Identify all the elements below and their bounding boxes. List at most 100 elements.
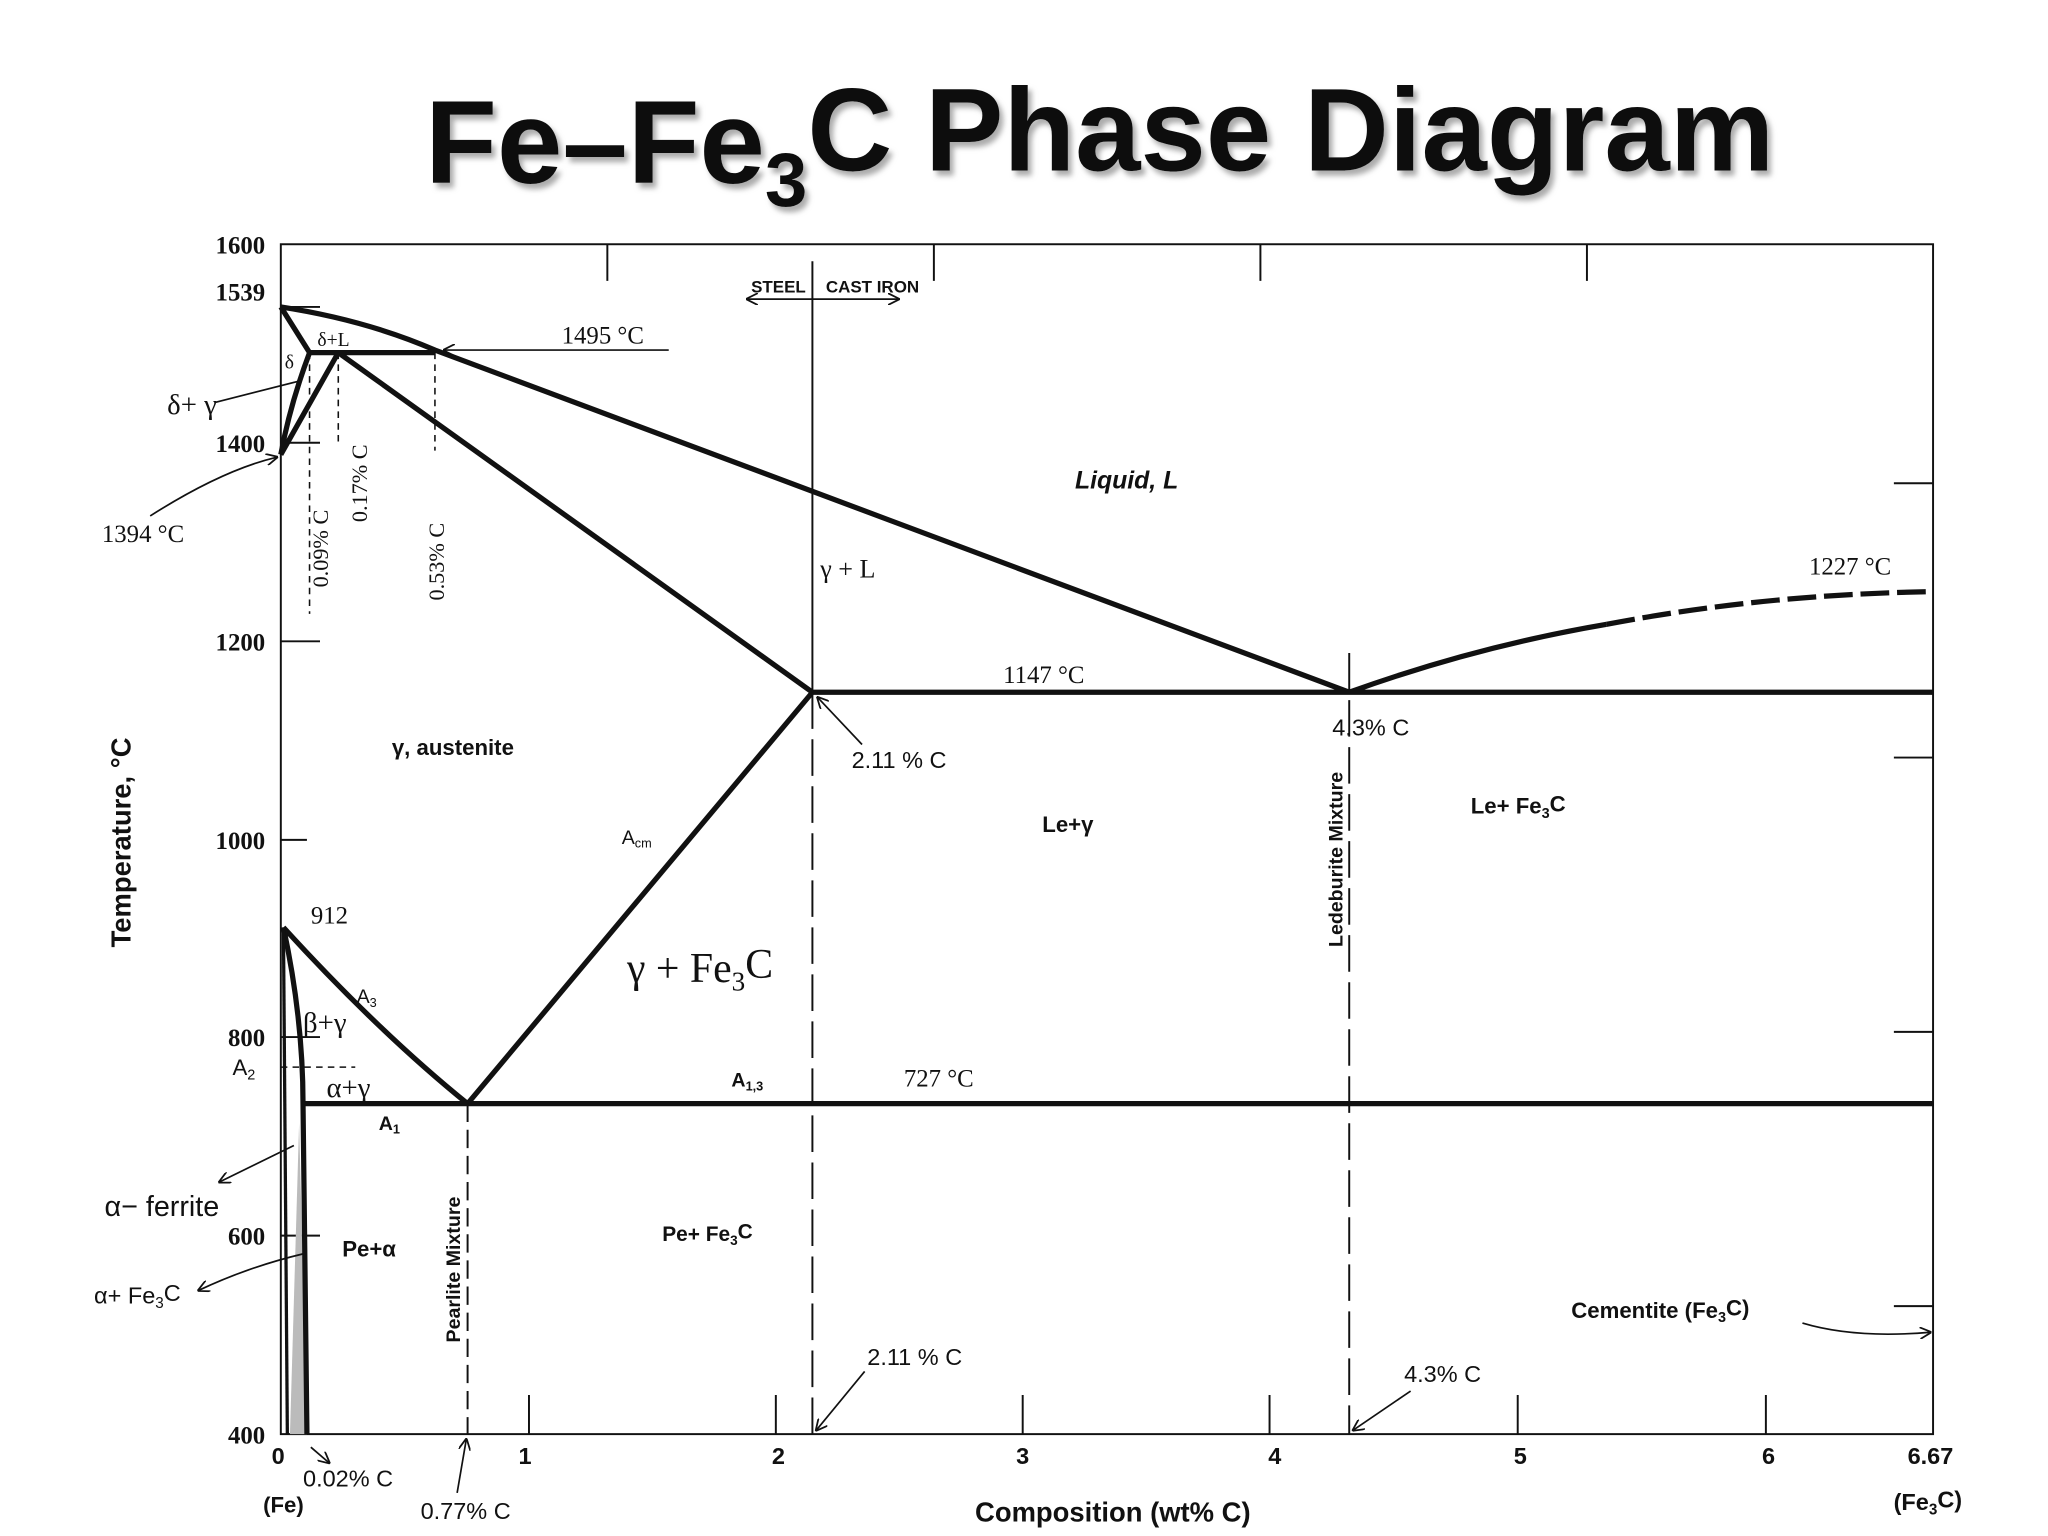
text-part: α+ Fe <box>94 1283 155 1309</box>
diagram-label: 1394 °C <box>102 521 184 548</box>
text-part: (Fe <box>1894 1489 1929 1515</box>
diagram-label: A2 <box>232 1055 255 1083</box>
diagram-label: Cementite (Fe3C) <box>1571 1296 1749 1327</box>
text-part: Ledeburite Mixture <box>1326 772 1348 947</box>
diagram-label: 2.11 % C <box>867 1344 962 1370</box>
text-part: A <box>731 1070 745 1092</box>
text-part: 1147 °C <box>1003 662 1084 689</box>
y-axis-label: Temperature, °C <box>106 737 137 947</box>
text-part: 0.02% C <box>303 1465 393 1491</box>
text-part: 1394 °C <box>102 521 184 548</box>
text-part: γ, austenite <box>392 735 514 760</box>
text-part: 2.11 % C <box>852 747 947 773</box>
diagram-label: A3 <box>357 986 377 1010</box>
text-part: 4.3% C <box>1332 714 1409 740</box>
text-part: (Fe) <box>263 1492 304 1517</box>
header-label: STEEL <box>751 278 806 297</box>
diagram-label: δ <box>285 352 294 373</box>
y-tick-label: 1000 <box>216 828 266 855</box>
x-end-label: (Fe) <box>263 1492 304 1517</box>
text-part: C) <box>1726 1296 1749 1321</box>
text-part: 727 °C <box>904 1066 974 1093</box>
text-part: 1227 °C <box>1809 554 1891 581</box>
x-tick-label: 1 <box>519 1443 532 1469</box>
diagram-label: Acm <box>622 827 652 851</box>
subscript: cm <box>635 836 652 851</box>
x-axis-label: Composition (wt% C) <box>975 1497 1251 1528</box>
text-part: δ+ γ <box>167 389 217 421</box>
subscript: 3 <box>1718 1310 1726 1326</box>
diagram-label: Pe+α <box>342 1236 396 1261</box>
text-part: A <box>357 986 371 1008</box>
diagram-label: γ + Fe3C <box>626 942 773 997</box>
x-tick-label: 6.67 <box>1908 1443 1954 1469</box>
header-label: CAST IRON <box>826 278 919 297</box>
diagram-label: A1 <box>379 1113 400 1137</box>
subscript: 1,3 <box>746 1079 764 1094</box>
subscript: 1 <box>393 1122 400 1137</box>
diagram-label: 1227 °C <box>1809 554 1891 581</box>
diagram-label: γ + L <box>819 554 875 583</box>
diagram-label: Le+γ <box>1042 812 1094 837</box>
text-part: C) <box>1937 1486 1962 1512</box>
diagram-label: α− ferrite <box>104 1191 219 1223</box>
text-part: Liquid, L <box>1075 467 1178 494</box>
subscript: 3 <box>732 966 746 996</box>
subscript: 2 <box>247 1067 255 1083</box>
text-part: A <box>622 827 636 849</box>
text-part: 2.11 % C <box>867 1344 962 1370</box>
diagram-label: 0.17% C <box>347 444 372 522</box>
text-part: A <box>232 1055 247 1080</box>
diagram-label: A1,3 <box>731 1070 763 1094</box>
diagram-label: 0.77% C <box>421 1498 511 1524</box>
text-part: δ <box>285 352 294 373</box>
x-tick-label: 4 <box>1268 1443 1281 1469</box>
text-part: 1495 °C <box>562 323 644 350</box>
x-tick-label: 6 <box>1762 1443 1775 1469</box>
y-tick-label: 800 <box>228 1025 265 1052</box>
text-part: Le+ Fe <box>1471 794 1542 819</box>
text-part: A <box>379 1113 393 1135</box>
y-tick-label: 1600 <box>216 232 266 259</box>
diagram-label: 727 °C <box>904 1066 974 1093</box>
subscript: 3 <box>1542 806 1550 822</box>
text-part: 4.3% C <box>1404 1361 1481 1387</box>
text-part: β+γ <box>303 1007 347 1039</box>
axes <box>279 243 1935 1436</box>
diagram-label: 0.53% C <box>424 523 449 601</box>
text-part: 0.17% C <box>347 444 372 522</box>
x-tick-label: 3 <box>1016 1443 1029 1469</box>
title: Fe–Fe3C Phase Diagram <box>425 65 1774 223</box>
diagram-label: 4.3% C <box>1332 714 1409 740</box>
text-part: C <box>1550 791 1566 816</box>
text-part: 0.53% C <box>424 523 449 601</box>
diagram-label: δ+ γ <box>167 389 217 421</box>
diagram-label: Le+ Fe3C <box>1471 791 1566 822</box>
diagram-label: Ledeburite Mixture <box>1326 772 1348 947</box>
diagram-label: δ+L <box>317 330 349 351</box>
diagram-label: 2.11 % C <box>852 747 947 773</box>
text-part: Cementite (Fe <box>1571 1298 1718 1323</box>
text-part: Fe–Fe <box>425 77 765 208</box>
text-part: Pearlite Mixture <box>443 1197 465 1343</box>
text-part: Le+γ <box>1042 812 1094 837</box>
diagram-label: Liquid, L <box>1075 467 1178 494</box>
diagram-label: Pearlite Mixture <box>443 1197 465 1343</box>
text-part: Pe+ Fe <box>662 1223 730 1246</box>
y-tick-label: 1539 <box>216 279 266 306</box>
text-part: α+γ <box>327 1072 371 1104</box>
text-part: Pe+α <box>342 1236 396 1261</box>
subscript: 3 <box>370 995 377 1010</box>
text-part: δ+L <box>317 330 349 351</box>
text-part: C Phase Diagram <box>807 65 1774 196</box>
x-tick-label: 2 <box>772 1443 785 1469</box>
text-part: 912 <box>311 902 348 929</box>
diagram-label: 912 <box>311 902 348 929</box>
text-part: 0.77% C <box>421 1498 511 1524</box>
x-end-label: (Fe3C) <box>1894 1486 1963 1518</box>
text-part: 0.09% C <box>308 510 333 588</box>
shaded-region <box>289 1123 307 1435</box>
diagram-label: α+ Fe3C <box>94 1280 181 1312</box>
